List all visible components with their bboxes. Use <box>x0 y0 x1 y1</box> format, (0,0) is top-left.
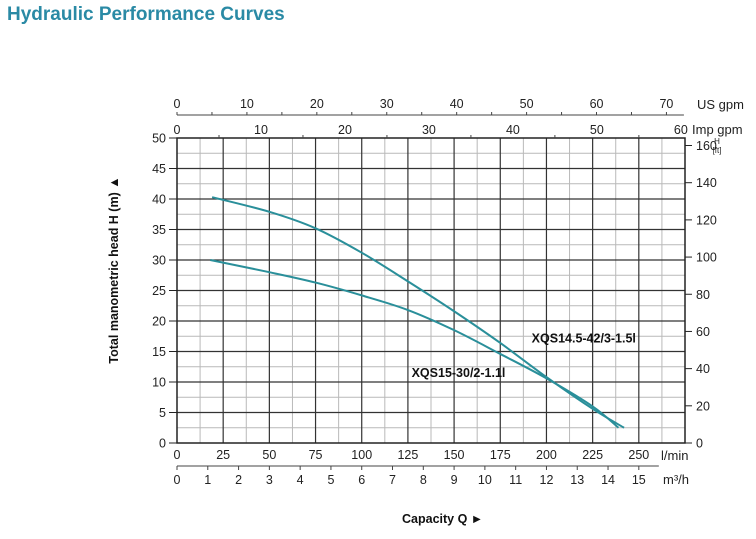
page-title: Hydraulic Performance Curves <box>7 4 285 25</box>
x-impgpm-tick-label: 0 <box>174 123 181 137</box>
x-m3h-tick-label: 5 <box>327 473 334 487</box>
x-m3h-unit: m³/h <box>663 472 689 487</box>
curve-xqs14-5 <box>211 196 625 429</box>
x-m3h-tick-label: 6 <box>358 473 365 487</box>
y-left-tick-label: 20 <box>152 315 166 329</box>
y-axis-title: Total manometric head H (m) ▲ <box>107 176 121 363</box>
x-usgpm-tick-label: 50 <box>520 97 534 111</box>
series-group <box>210 196 625 429</box>
y-right-tick-label: 60 <box>696 325 710 339</box>
y-right-tick-label: 160 <box>696 139 717 153</box>
x-m3h-tick-label: 2 <box>235 473 242 487</box>
x-lmin-tick-label: 25 <box>216 448 230 462</box>
y-right-tick-label: 120 <box>696 213 717 227</box>
x-usgpm-tick-label: 60 <box>590 97 604 111</box>
x-lmin-tick-label: 250 <box>628 448 649 462</box>
x-m3h-tick-label: 7 <box>389 473 396 487</box>
y-right-tick-label: 80 <box>696 288 710 302</box>
y-right-tick-label: 20 <box>696 399 710 413</box>
x-m3h-tick-label: 12 <box>540 473 554 487</box>
y-left-tick-label: 35 <box>152 223 166 237</box>
x-lmin-unit: l/min <box>661 448 688 463</box>
y-left-tick-label: 10 <box>152 376 166 390</box>
x-lmin-tick-label: 100 <box>351 448 372 462</box>
x-impgpm-tick-label: 60 <box>674 123 688 137</box>
x-m3h-tick-label: 15 <box>632 473 646 487</box>
y-left-tick-label: 40 <box>152 193 166 207</box>
y-right-tick-label: 40 <box>696 362 710 376</box>
curve-label-xqs14-5: XQS14.5-42/3-1.5l <box>532 331 636 345</box>
x-m3h-tick-label: 1 <box>204 473 211 487</box>
curve-xqs15 <box>210 259 620 429</box>
x-usgpm-tick-label: 40 <box>450 97 464 111</box>
y-right-tick-label: 140 <box>696 176 717 190</box>
x-impgpm-tick-label: 10 <box>254 123 268 137</box>
x-lmin-tick-label: 150 <box>444 448 465 462</box>
x-lmin-tick-label: 225 <box>582 448 603 462</box>
x-usgpm-tick-label: 20 <box>310 97 324 111</box>
y-left-tick-label: 5 <box>159 406 166 420</box>
y-right-unit-ft: [ft] <box>713 146 722 155</box>
x-impgpm-tick-label: 30 <box>422 123 436 137</box>
y-right-tick-label: 100 <box>696 251 717 265</box>
x-lmin-tick-label: 50 <box>262 448 276 462</box>
x-lmin-tick-label: 75 <box>309 448 323 462</box>
y-left-tick-label: 45 <box>152 162 166 176</box>
x-m3h-tick-label: 14 <box>601 473 615 487</box>
y-left-tick-label: 25 <box>152 284 166 298</box>
x-impgpm-tick-label: 20 <box>338 123 352 137</box>
x-lmin-tick-label: 125 <box>397 448 418 462</box>
x-m3h-tick-label: 3 <box>266 473 273 487</box>
x-m3h-tick-label: 0 <box>174 473 181 487</box>
x-m3h-tick-label: 8 <box>420 473 427 487</box>
labels-group: Total manometric head H (m) ▲ Capacity Q … <box>107 176 636 526</box>
x-impgpm-tick-label: 40 <box>506 123 520 137</box>
x-m3h-tick-label: 10 <box>478 473 492 487</box>
y-left-tick-label: 15 <box>152 345 166 359</box>
x-m3h-tick-label: 11 <box>509 473 522 487</box>
x-impgpm-unit: Imp gpm <box>692 122 743 137</box>
x-impgpm-tick-label: 50 <box>590 123 604 137</box>
y-left-tick-label: 0 <box>159 437 166 451</box>
x-usgpm-tick-label: 70 <box>659 97 673 111</box>
y-left-tick-label: 50 <box>152 132 166 146</box>
x-usgpm-tick-label: 30 <box>380 97 394 111</box>
grid-major <box>177 138 685 443</box>
axes: 0510152025303540455002040608010012014016… <box>152 97 744 487</box>
x-usgpm-tick-label: 10 <box>240 97 254 111</box>
curve-label-xqs15: XQS15-30/2-1.1l <box>412 366 506 380</box>
x-axis-title: Capacity Q ► <box>402 512 483 526</box>
x-lmin-tick-label: 0 <box>174 448 181 462</box>
y-right-unit-h: H <box>714 137 720 146</box>
y-left-tick-label: 30 <box>152 254 166 268</box>
x-usgpm-tick-label: 0 <box>174 97 181 111</box>
x-usgpm-unit: US gpm <box>697 97 744 112</box>
x-m3h-tick-label: 13 <box>570 473 584 487</box>
x-lmin-tick-label: 200 <box>536 448 557 462</box>
x-lmin-tick-label: 175 <box>490 448 511 462</box>
x-m3h-tick-label: 9 <box>451 473 458 487</box>
x-m3h-tick-label: 4 <box>297 473 304 487</box>
y-right-tick-label: 0 <box>696 437 703 451</box>
